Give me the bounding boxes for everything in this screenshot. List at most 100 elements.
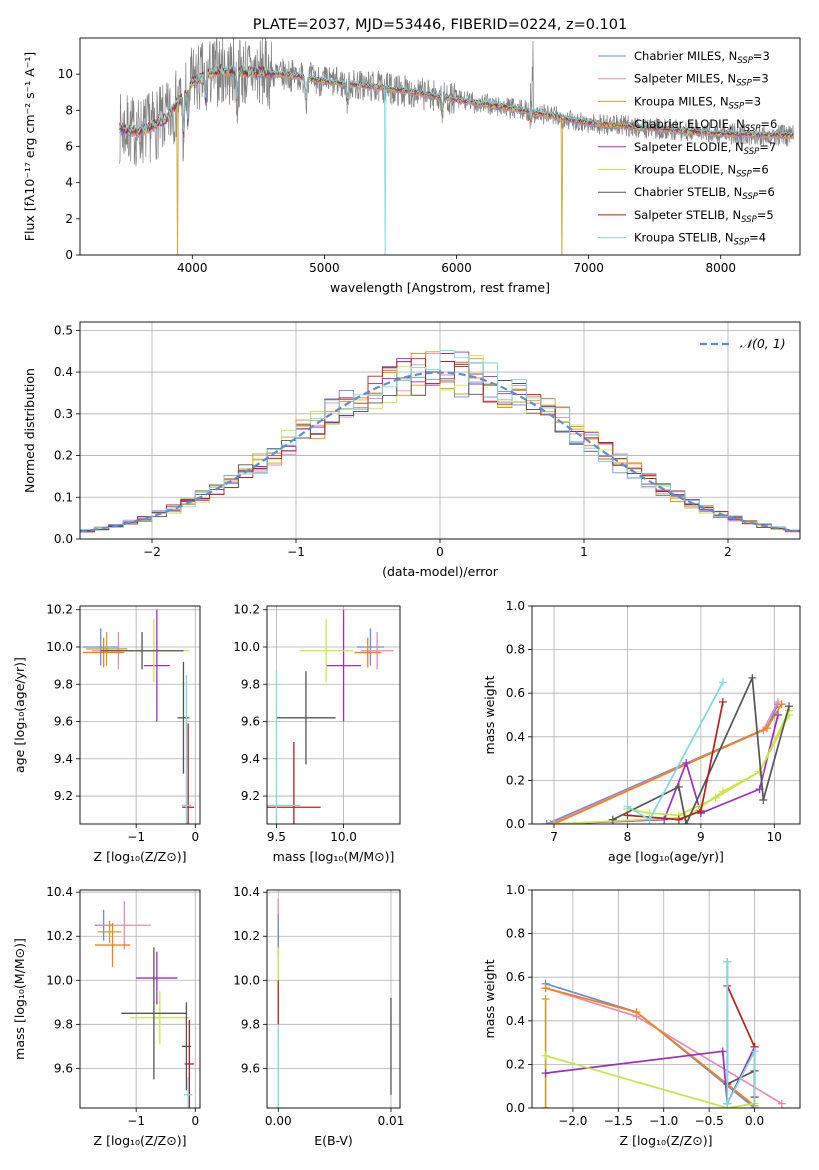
legend-entry-count: =7 bbox=[759, 140, 776, 154]
legend-entry-subscript: SSP bbox=[734, 238, 750, 248]
series-marker-salpeter_miles bbox=[546, 820, 555, 824]
series-marker-chabrier_stelib bbox=[759, 796, 768, 805]
legend-entry-count: =6 bbox=[758, 185, 775, 199]
y-tick-label: 9.6 bbox=[54, 715, 73, 729]
y-tick-label: 9.6 bbox=[54, 1061, 73, 1075]
legend-entry-chabrier_stelib: Chabrier STELIB, NSSP=6 bbox=[634, 185, 775, 202]
x-tick-label: 0 bbox=[191, 830, 199, 844]
y-tick-label: 9.6 bbox=[241, 1061, 260, 1075]
series-marker-kroupa_miles bbox=[541, 995, 550, 1003]
panel-spectrum: 4000 5000 6000 7000 8000 0 2 4 6 8 10 wavelength [A… bbox=[22, 17, 801, 295]
x-tick-label: 9 bbox=[697, 830, 705, 844]
legend-entry-text: Chabrier MILES, N bbox=[634, 49, 737, 63]
residuals-frame bbox=[79, 321, 801, 540]
series-marker-kroupa_stelib bbox=[750, 1047, 759, 1056]
x-tick-label: −2 bbox=[143, 545, 161, 559]
x-axis-label: age [log₁₀(age/yr)] bbox=[608, 849, 724, 864]
spectrum-frame bbox=[79, 37, 801, 256]
panel-massweight-vs-Z: −2.0 −1.5 −1.0 −0.5 0.0 0.0 0.2 0.4 0.6 0.8 1.0 Z [… bbox=[482, 883, 801, 1148]
y-tick-label: 0.2 bbox=[506, 1057, 525, 1071]
series-marker-kroupa_elodie bbox=[550, 820, 559, 824]
y-tick-label: 0.4 bbox=[506, 1014, 525, 1028]
x-tick-label: −1 bbox=[287, 545, 305, 559]
x-tick-label: 0.0 bbox=[745, 1114, 764, 1128]
series-line-chabrier_miles bbox=[546, 703, 779, 824]
series-marker-chabrier_elodie bbox=[777, 700, 786, 709]
x-axis-label: E(B-V) bbox=[314, 1133, 353, 1148]
x-tick-label: 10 bbox=[767, 830, 782, 844]
y-tick-label: 9.2 bbox=[241, 789, 260, 803]
legend-entry-chabrier_miles: Chabrier MILES, NSSP=3 bbox=[634, 49, 770, 66]
x-tick-label: 2 bbox=[724, 545, 732, 559]
legend-entry-count: =5 bbox=[757, 208, 774, 222]
y-tick-label: 10.0 bbox=[233, 973, 260, 987]
x-tick-label: 9.5 bbox=[267, 830, 286, 844]
legend-entry-chabrier_elodie: Chabrier ELODIE, NSSP=6 bbox=[634, 117, 777, 134]
legend-entry-text: Salpeter STELIB, N bbox=[634, 208, 741, 222]
y-tick-label: 2 bbox=[65, 212, 73, 226]
legend-entry-text: Kroupa ELODIE, N bbox=[634, 163, 736, 177]
legend-entry-salpeter_miles: Salpeter MILES, NSSP=3 bbox=[634, 72, 769, 89]
massweight-vs-age-plot-area bbox=[532, 606, 800, 824]
legend-entry-kroupa_stelib: Kroupa STELIB, NSSP=4 bbox=[634, 231, 766, 248]
y-tick-label: 10.0 bbox=[46, 640, 73, 654]
x-tick-label: 7000 bbox=[573, 261, 604, 275]
legend-entry-text: Salpeter ELODIE, N bbox=[634, 140, 744, 154]
legend-entry-kroupa_miles: Kroupa MILES, NSSP=3 bbox=[634, 94, 761, 111]
legend-entry-kroupa_elodie: Kroupa ELODIE, NSSP=6 bbox=[634, 163, 769, 180]
series-line-salpeter_stelib bbox=[627, 701, 724, 821]
legend-entry-count: =6 bbox=[752, 163, 769, 177]
y-tick-label: 9.8 bbox=[241, 1017, 260, 1031]
y-tick-label: 10.2 bbox=[233, 603, 260, 617]
mass-vs-Z-plot-area bbox=[80, 890, 200, 1108]
x-tick-label: 10.0 bbox=[330, 830, 357, 844]
y-tick-label: 0.6 bbox=[506, 686, 525, 700]
y-tick-label: 0.0 bbox=[506, 817, 525, 831]
x-axis-label: wavelength [Angstrom, rest frame] bbox=[330, 280, 550, 295]
legend-entry-subscript: SSP bbox=[737, 56, 753, 66]
series-line-kroupa_stelib bbox=[627, 681, 724, 821]
series-marker-kroupa_stelib bbox=[723, 1099, 732, 1108]
x-tick-label: −1 bbox=[127, 830, 145, 844]
x-tick-label: 0.00 bbox=[265, 1114, 292, 1128]
y-tick-label: 10.2 bbox=[46, 603, 73, 617]
y-tick-label: 0 bbox=[65, 248, 73, 262]
series-marker-salpeter_elodie bbox=[660, 815, 669, 824]
legend-entry-count: =3 bbox=[753, 49, 770, 63]
y-tick-label: 0.2 bbox=[506, 773, 525, 787]
series-marker-chabrier_stelib bbox=[748, 673, 757, 682]
y-tick-label: 10.0 bbox=[233, 640, 260, 654]
series-marker-chabrier_stelib bbox=[784, 702, 793, 711]
series-marker-salpeter_stelib bbox=[623, 811, 632, 820]
series-marker-salpeter_miles bbox=[777, 1099, 786, 1108]
x-tick-label: 0 bbox=[191, 1114, 199, 1128]
legend-entry-text: Kroupa MILES, N bbox=[634, 94, 729, 108]
legend-entry-text: Chabrier ELODIE, N bbox=[634, 117, 745, 131]
series-marker-chabrier_elodie bbox=[762, 724, 771, 733]
x-tick-label: 8 bbox=[624, 830, 632, 844]
y-tick-label: 9.6 bbox=[241, 715, 260, 729]
y-tick-label: 9.8 bbox=[241, 677, 260, 691]
y-tick-label: 10.2 bbox=[233, 929, 260, 943]
panel-residuals: −2 −1 0 1 2 0.0 0.1 0.2 0.3 0.4 0.5 (data-model)/er… bbox=[22, 321, 801, 579]
series-line-salpeter_stelib bbox=[726, 985, 756, 1098]
series-marker-salpeter_elodie bbox=[773, 711, 782, 719]
y-axis-label: Flux [fλ10⁻¹⁷ erg cm⁻² s⁻¹ A⁻¹] bbox=[22, 52, 37, 241]
legend-entry-count: =3 bbox=[752, 72, 769, 86]
series-marker-kroupa_elodie bbox=[755, 767, 764, 776]
y-tick-label: 4 bbox=[65, 176, 73, 190]
x-tick-label: 5000 bbox=[309, 261, 340, 275]
y-tick-label: 10.2 bbox=[46, 929, 73, 943]
legend-entry-subscript: SSP bbox=[742, 192, 758, 202]
y-axis-label: mass weight bbox=[482, 959, 497, 1038]
legend-entry-count: =4 bbox=[749, 231, 766, 245]
series-marker-kroupa_stelib bbox=[723, 957, 732, 966]
y-tick-label: 8 bbox=[65, 103, 73, 117]
y-tick-label: 0.1 bbox=[54, 490, 73, 504]
series-marker-chabrier_elodie bbox=[541, 984, 550, 993]
x-tick-label: 0 bbox=[436, 545, 444, 559]
series-marker-chabrier_stelib bbox=[674, 782, 683, 791]
panel-massweight-vs-age: 7 8 9 10 0.0 0.2 0.4 0.6 0.8 1.0 age [log₁₀(age/yr… bbox=[482, 599, 801, 864]
